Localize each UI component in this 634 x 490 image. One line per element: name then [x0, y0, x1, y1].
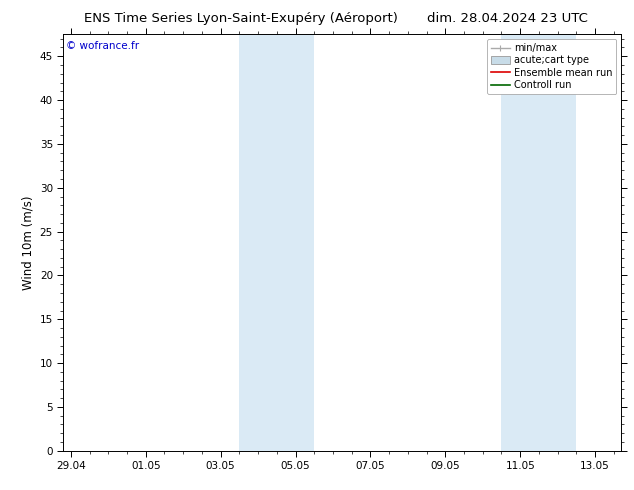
Text: ENS Time Series Lyon-Saint-Exupéry (Aéroport): ENS Time Series Lyon-Saint-Exupéry (Aéro… [84, 12, 398, 25]
Bar [240, 34, 314, 451]
Bar [501, 34, 576, 451]
Y-axis label: Wind 10m (m/s): Wind 10m (m/s) [21, 196, 34, 290]
Legend: min/max, acute;cart type, Ensemble mean run, Controll run: min/max, acute;cart type, Ensemble mean … [487, 39, 616, 94]
Text: © wofrance.fr: © wofrance.fr [66, 41, 139, 50]
Text: dim. 28.04.2024 23 UTC: dim. 28.04.2024 23 UTC [427, 12, 588, 25]
